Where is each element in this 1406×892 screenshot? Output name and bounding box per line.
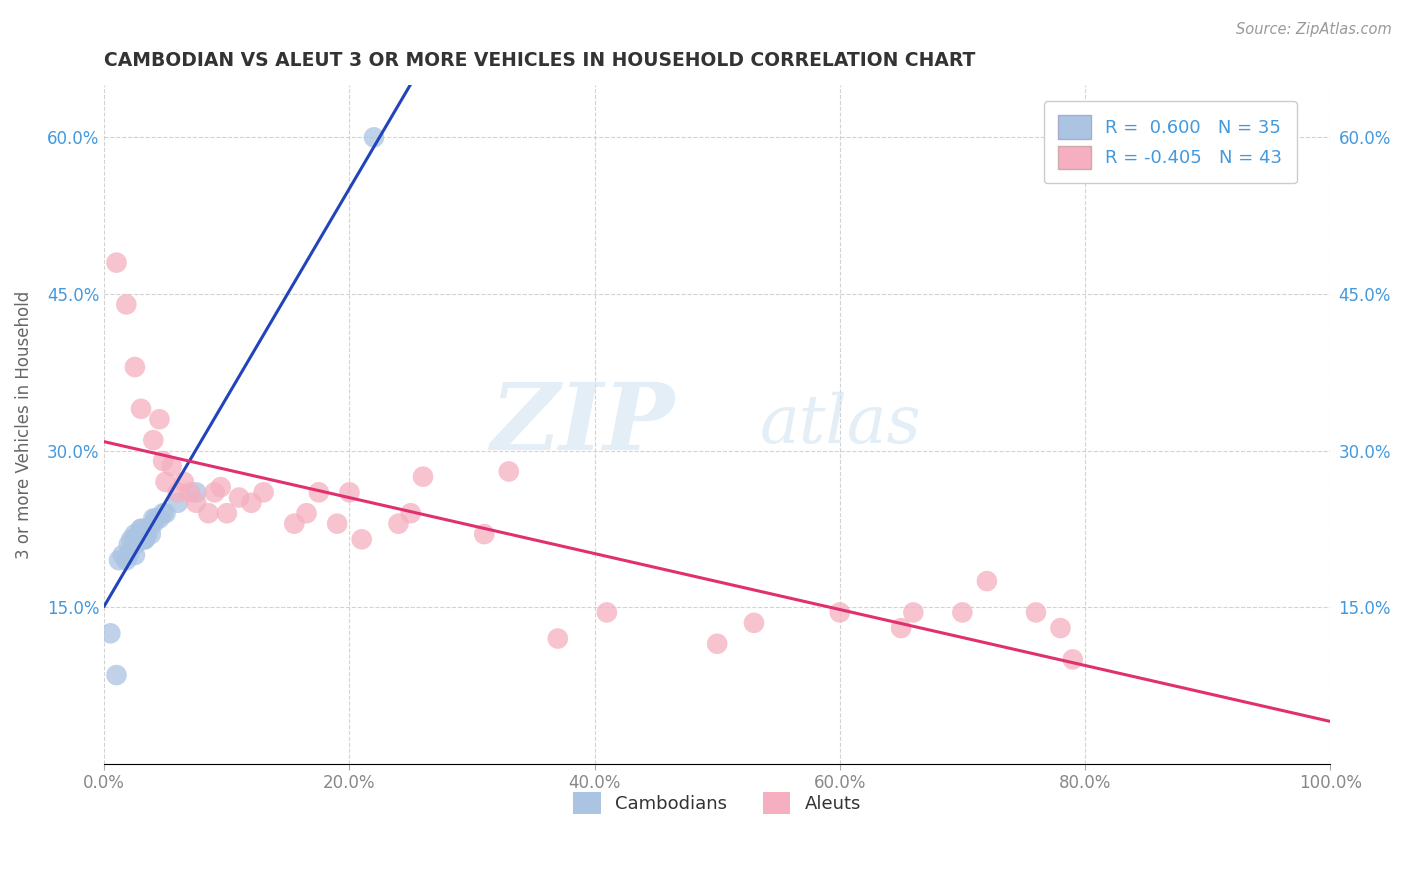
Point <box>152 454 174 468</box>
Point <box>120 533 142 547</box>
Point <box>1062 652 1084 666</box>
Point <box>129 522 152 536</box>
Point <box>363 130 385 145</box>
Point <box>115 297 138 311</box>
Point <box>129 522 152 536</box>
Point <box>124 359 146 374</box>
Text: Source: ZipAtlas.com: Source: ZipAtlas.com <box>1236 22 1392 37</box>
Point <box>128 527 150 541</box>
Point <box>209 480 232 494</box>
Point <box>129 527 152 541</box>
Point <box>132 527 155 541</box>
Point <box>890 621 912 635</box>
Point <box>129 401 152 416</box>
Point <box>1025 606 1047 620</box>
Point <box>108 553 131 567</box>
Y-axis label: 3 or more Vehicles in Household: 3 or more Vehicles in Household <box>15 291 32 558</box>
Point <box>166 496 188 510</box>
Point <box>134 533 156 547</box>
Point <box>142 511 165 525</box>
Point <box>142 516 165 531</box>
Point <box>173 475 195 489</box>
Point <box>197 506 219 520</box>
Point <box>1049 621 1071 635</box>
Point <box>186 496 208 510</box>
Point <box>399 506 422 520</box>
Point <box>152 506 174 520</box>
Point <box>155 506 177 520</box>
Point <box>252 485 274 500</box>
Point <box>240 496 263 510</box>
Point <box>124 548 146 562</box>
Point <box>134 533 156 547</box>
Legend: Cambodians, Aleuts: Cambodians, Aleuts <box>564 782 870 822</box>
Point <box>118 537 141 551</box>
Point <box>145 511 167 525</box>
Point <box>179 485 201 500</box>
Point <box>124 533 146 547</box>
Point <box>129 533 152 547</box>
Point <box>706 637 728 651</box>
Point <box>283 516 305 531</box>
Point <box>596 606 619 620</box>
Point <box>308 485 330 500</box>
Point <box>139 527 162 541</box>
Point <box>387 516 409 531</box>
Point <box>148 511 170 525</box>
Point <box>136 522 159 536</box>
Point <box>132 533 155 547</box>
Point <box>105 255 128 269</box>
Point <box>118 548 141 562</box>
Text: CAMBODIAN VS ALEUT 3 OR MORE VEHICLES IN HOUSEHOLD CORRELATION CHART: CAMBODIAN VS ALEUT 3 OR MORE VEHICLES IN… <box>104 51 976 70</box>
Point <box>136 522 159 536</box>
Point <box>136 527 159 541</box>
Point <box>111 548 134 562</box>
Point <box>976 574 998 588</box>
Point <box>498 465 520 479</box>
Point <box>142 433 165 447</box>
Point <box>350 533 373 547</box>
Point <box>160 459 183 474</box>
Point <box>105 668 128 682</box>
Point <box>412 469 434 483</box>
Point <box>124 527 146 541</box>
Point <box>547 632 569 646</box>
Point <box>215 506 238 520</box>
Point <box>295 506 318 520</box>
Point <box>124 537 146 551</box>
Point <box>950 606 973 620</box>
Point <box>228 491 250 505</box>
Text: atlas: atlas <box>761 392 922 457</box>
Point <box>155 475 177 489</box>
Point <box>100 626 122 640</box>
Point <box>903 606 925 620</box>
Point <box>186 485 208 500</box>
Point <box>115 553 138 567</box>
Point <box>339 485 361 500</box>
Point <box>166 485 188 500</box>
Point <box>472 527 495 541</box>
Point <box>204 485 226 500</box>
Point <box>326 516 349 531</box>
Point <box>828 606 851 620</box>
Point <box>128 533 150 547</box>
Point <box>742 615 765 630</box>
Point <box>148 412 170 426</box>
Text: ZIP: ZIP <box>491 379 675 469</box>
